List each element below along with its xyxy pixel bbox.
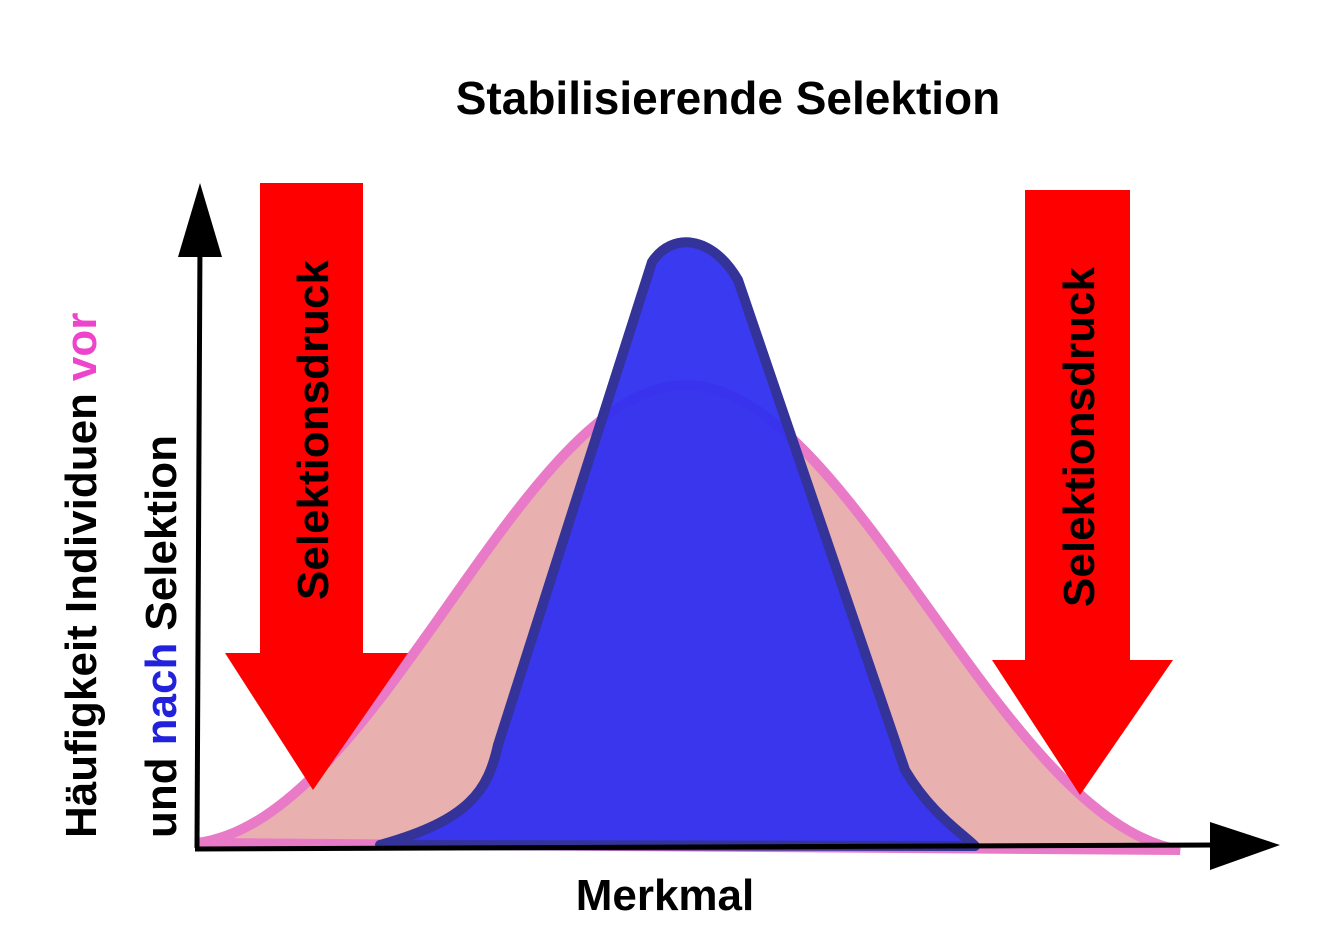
- selection-arrow: [225, 183, 408, 790]
- y-axis: [194, 239, 203, 849]
- x-axis-arrowhead: [1210, 822, 1280, 870]
- x-axis-label: Merkmal: [576, 871, 755, 920]
- distribution-after: [375, 237, 980, 851]
- y-label-part: nach: [137, 643, 186, 746]
- y-axis-label: und nach Selektion: [137, 435, 186, 838]
- x-axis: [194, 842, 1221, 852]
- y-label-part: Häufigkeit Individuen: [57, 393, 106, 838]
- arrow-label: Selektionsdruck: [289, 260, 338, 600]
- y-axis-arrowhead: [178, 183, 222, 257]
- title: Stabilisierende Selektion: [456, 72, 1001, 124]
- y-label-part: vor: [57, 313, 106, 381]
- selection-arrow: [992, 190, 1173, 795]
- y-axis-label: Häufigkeit Individuen vor: [57, 313, 106, 838]
- y-label-part: Selektion: [137, 435, 186, 631]
- y-label-part: und: [137, 757, 186, 838]
- arrow-label: Selektionsdruck: [1055, 267, 1104, 607]
